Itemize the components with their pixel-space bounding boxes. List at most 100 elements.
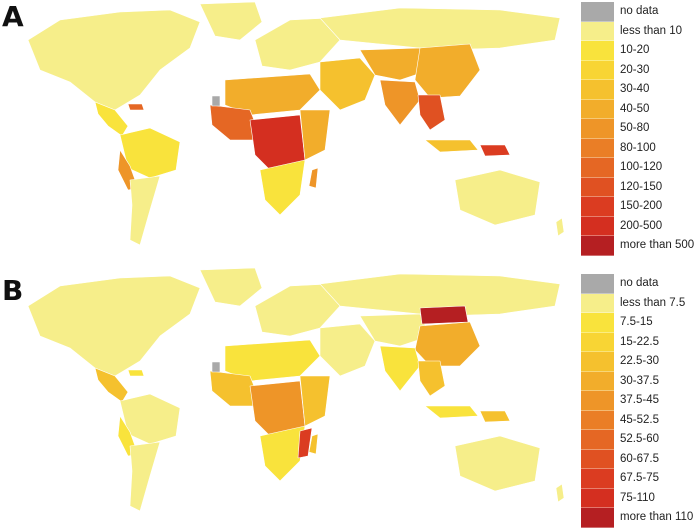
region-greenland [199,267,263,307]
legend-label: 120-150 [620,180,663,193]
region-caribbean [127,103,145,111]
legend-row: 50-80 [581,119,698,139]
region-mongolia [419,305,469,325]
region-china [414,43,481,99]
legend-label: 37.5-45 [620,394,660,406]
world-map-b [27,267,565,512]
legend-label: 52.5-60 [620,433,660,445]
legend-label: 40-50 [620,102,650,115]
legend-swatch [581,488,614,508]
legend-label: 22.5-30 [620,355,660,367]
region-russia [319,273,561,317]
region-china [414,321,481,367]
region-western-sahara [211,361,221,373]
legend-swatch [581,508,614,528]
legend-swatch [581,60,614,80]
legend-swatch [581,99,614,119]
legend-label: 75-110 [620,491,655,504]
region-west-africa [209,370,263,407]
legend-label: more than 110 [620,511,694,523]
legend-row: less than 7.5 [581,293,698,313]
legend-label: 10-20 [620,44,650,56]
legend-row: 52.5-60 [581,430,698,450]
legend-label: 100-120 [620,161,663,173]
region-central-asia [359,47,431,81]
region-new-zealand [555,483,565,503]
region-new-guinea [479,144,511,157]
world-map-a [27,1,565,246]
legend-row: 67.5-75 [581,469,698,489]
legend-swatch [581,430,614,450]
region-india [379,345,421,392]
legend-swatch [581,449,614,469]
legend-label: more than 500 [620,239,695,251]
map-panel-a: A no data less than 10 10-20 20-30 30-40… [2,1,698,256]
region-indonesia [424,139,479,153]
region-east-africa [299,109,331,161]
region-russia [319,7,561,51]
legend-swatch [581,177,614,197]
legend-swatch [581,236,614,256]
legend-row: 150-200 [581,197,698,217]
region-south-america-south [129,175,161,246]
region-australia [454,435,541,492]
legend-row: 10-20 [581,41,698,61]
region-south-america-south [129,441,161,512]
legend-swatch [581,21,614,41]
legend-label: 20-30 [620,63,650,76]
legend-row: 15-22.5 [581,332,698,352]
region-southern-africa [259,425,306,482]
legend-row: no data [581,274,698,294]
region-australia [454,169,541,226]
legend-row: 30-40 [581,80,698,100]
legend-row: 22.5-30 [581,352,698,372]
legend-swatch [581,371,614,391]
region-western-sahara [211,95,221,107]
map-panel-b: B no data less than 7.5 7.5-15 15-22.5 2… [0,266,700,532]
region-europe [254,283,341,337]
legend-swatch [581,197,614,217]
legend-swatch [581,352,614,372]
legend-row: 75-110 [581,488,698,508]
legend-label: 30-40 [620,83,650,95]
region-caribbean [127,369,145,377]
legend-label: 80-100 [620,141,656,154]
legend-row: more than 500 [581,236,698,256]
legend-swatch [581,313,614,333]
region-madagascar [308,433,319,455]
legend-label: less than 7.5 [620,296,686,309]
legend-a: no data less than 10 10-20 20-30 30-40 4… [581,2,698,256]
region-southeast-asia [417,94,446,131]
region-southeast-asia [417,360,446,397]
legend-swatch [581,293,614,313]
region-central-asia [359,313,431,347]
legend-swatch [581,469,614,489]
legend-row: 30-37.5 [581,371,698,391]
legend-swatch [581,410,614,430]
panel-letter: B [2,274,24,307]
region-mozambique [297,427,313,459]
legend-label: no data [620,5,659,17]
legend-row: 45-52.5 [581,410,698,430]
legend-row: less than 10 [581,21,698,41]
region-madagascar [308,167,319,189]
region-southern-africa [259,159,306,216]
legend-swatch [581,41,614,61]
legend-swatch [581,332,614,352]
region-east-africa [299,375,331,427]
legend-label: 50-80 [620,122,650,134]
legend-swatch [581,274,614,294]
legend-label: 45-52.5 [620,413,660,426]
legend-row: 37.5-45 [581,391,698,411]
region-middle-east [319,57,376,111]
legend-row: no data [581,2,698,22]
region-middle-east [319,323,376,377]
legend-row: 60-67.5 [581,449,698,469]
legend-swatch [581,119,614,139]
legend-swatch [581,216,614,236]
legend-row: 100-120 [581,158,698,178]
legend-swatch [581,80,614,100]
region-west-africa [209,104,263,141]
legend-label: 30-37.5 [620,374,660,387]
legend-label: 200-500 [620,219,663,232]
